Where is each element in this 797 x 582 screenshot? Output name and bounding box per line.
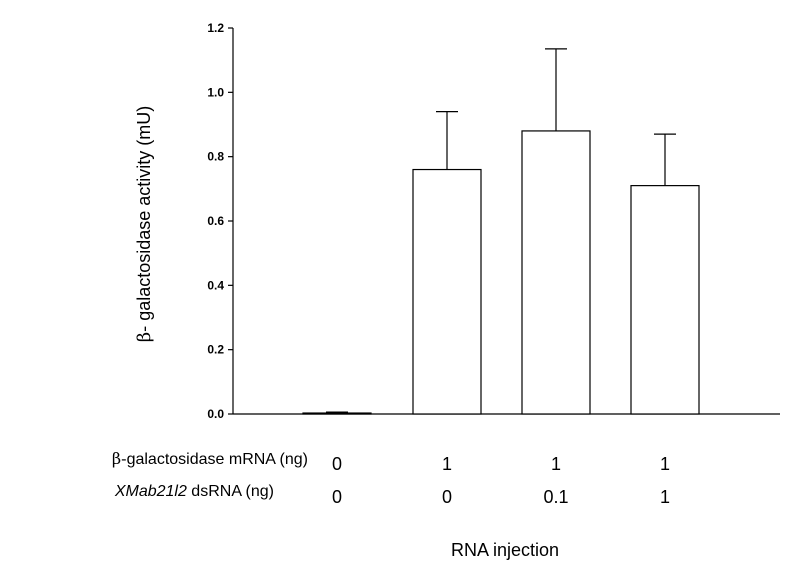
y-axis-label: β- galactosidase activity (mU): [134, 106, 155, 343]
bars: [302, 130, 700, 415]
row-value: 1: [660, 487, 670, 507]
row-value: 1: [442, 454, 452, 474]
row-value: 0.1: [543, 487, 568, 507]
y-tick-label: 0.8: [207, 150, 224, 164]
row-value: 0: [442, 487, 452, 507]
bar: [521, 130, 591, 415]
y-tick-label: 0.2: [207, 343, 224, 357]
error-bars: [326, 48, 676, 414]
bar: [630, 185, 700, 415]
bar: [412, 168, 482, 415]
row-values: 0 1 1 1 0 0 0.1 1: [332, 454, 670, 507]
y-tick-label: 0.0: [207, 407, 224, 421]
row-value: 1: [660, 454, 670, 474]
row-label-dsrna: XMab21l2 dsRNA (ng): [114, 483, 274, 500]
bar: [302, 412, 372, 415]
row-label-mrna: β-galactosidase mRNA (ng): [112, 449, 308, 468]
y-tick-label: 1.0: [207, 85, 224, 99]
row-value: 0: [332, 487, 342, 507]
y-tick-label: 1.2: [207, 21, 224, 35]
row-value: 0: [332, 454, 342, 474]
y-tick-label: 0.6: [207, 214, 224, 228]
y-axis: 0.0 0.2 0.4 0.6 0.8 1.0 1.2: [207, 21, 234, 421]
y-tick-label: 0.4: [207, 278, 224, 292]
row-value: 1: [551, 454, 561, 474]
x-axis-label: RNA injection: [451, 540, 559, 560]
